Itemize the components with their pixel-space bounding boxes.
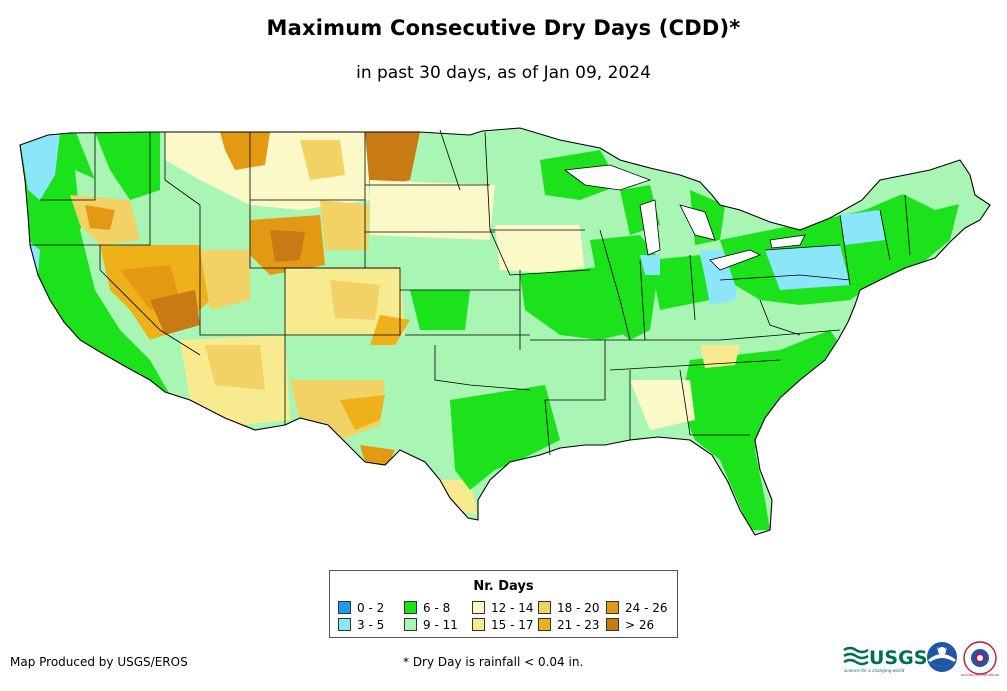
- great-lakes: [563, 164, 806, 271]
- legend-item-3-5: 3 - 5: [338, 618, 384, 632]
- legend-title: Nr. Days: [473, 579, 534, 594]
- legend-swatch: [404, 601, 417, 614]
- legend-item-18-20: 18 - 20: [538, 601, 600, 615]
- legend-swatch: [404, 618, 417, 631]
- noaa-logo: NOAA: [927, 642, 957, 672]
- svg-text:science for a changing world: science for a changing world: [844, 668, 905, 673]
- legend-item-24-26: 24 - 26: [606, 601, 668, 615]
- svg-text:NATIONAL WEATHER SERVICE: NATIONAL WEATHER SERVICE: [961, 673, 1000, 677]
- us-cdd-map: [19, 127, 991, 536]
- map-title: Maximum Consecutive Dry Days (CDD)*: [266, 16, 741, 40]
- legend-item-0-2: 0 - 2: [338, 601, 384, 615]
- legend-item-9-11: 9 - 11: [404, 618, 458, 632]
- dry-day-footnote: * Dry Day is rainfall < 0.04 in.: [403, 655, 584, 669]
- legend-item-21-23: 21 - 23: [538, 618, 600, 632]
- legend-swatch: [606, 601, 619, 614]
- legend-swatch: [538, 601, 551, 614]
- cdd-fill-layer: [20, 128, 990, 535]
- legend-item-15-17: 15 - 17: [472, 618, 534, 632]
- legend-swatch: [606, 618, 619, 631]
- legend-swatch: [538, 618, 551, 631]
- legend-swatch: [472, 601, 485, 614]
- legend-box: Nr. Days 0 - 2 3 - 5 6 - 8 9 - 11 12 - 1…: [329, 570, 678, 638]
- legend-item-over-26: > 26: [606, 618, 654, 632]
- map-credit: Map Produced by USGS/EROS: [10, 655, 188, 669]
- legend-swatch: [472, 618, 485, 631]
- legend-swatch: [338, 601, 351, 614]
- agency-logos: USGS science for a changing world NOAA N…: [843, 641, 1000, 677]
- legend-item-6-8: 6 - 8: [404, 601, 450, 615]
- state-borders: [30, 129, 911, 456]
- svg-text:NOAA: NOAA: [937, 647, 948, 651]
- nws-logo: NATIONAL WEATHER SERVICE: [961, 641, 1000, 677]
- svg-text:USGS: USGS: [869, 647, 927, 669]
- map-subtitle: in past 30 days, as of Jan 09, 2024: [356, 63, 651, 83]
- legend-swatch: [338, 618, 351, 631]
- legend-item-12-14: 12 - 14: [472, 601, 534, 615]
- usgs-logo: USGS science for a changing world: [843, 646, 927, 673]
